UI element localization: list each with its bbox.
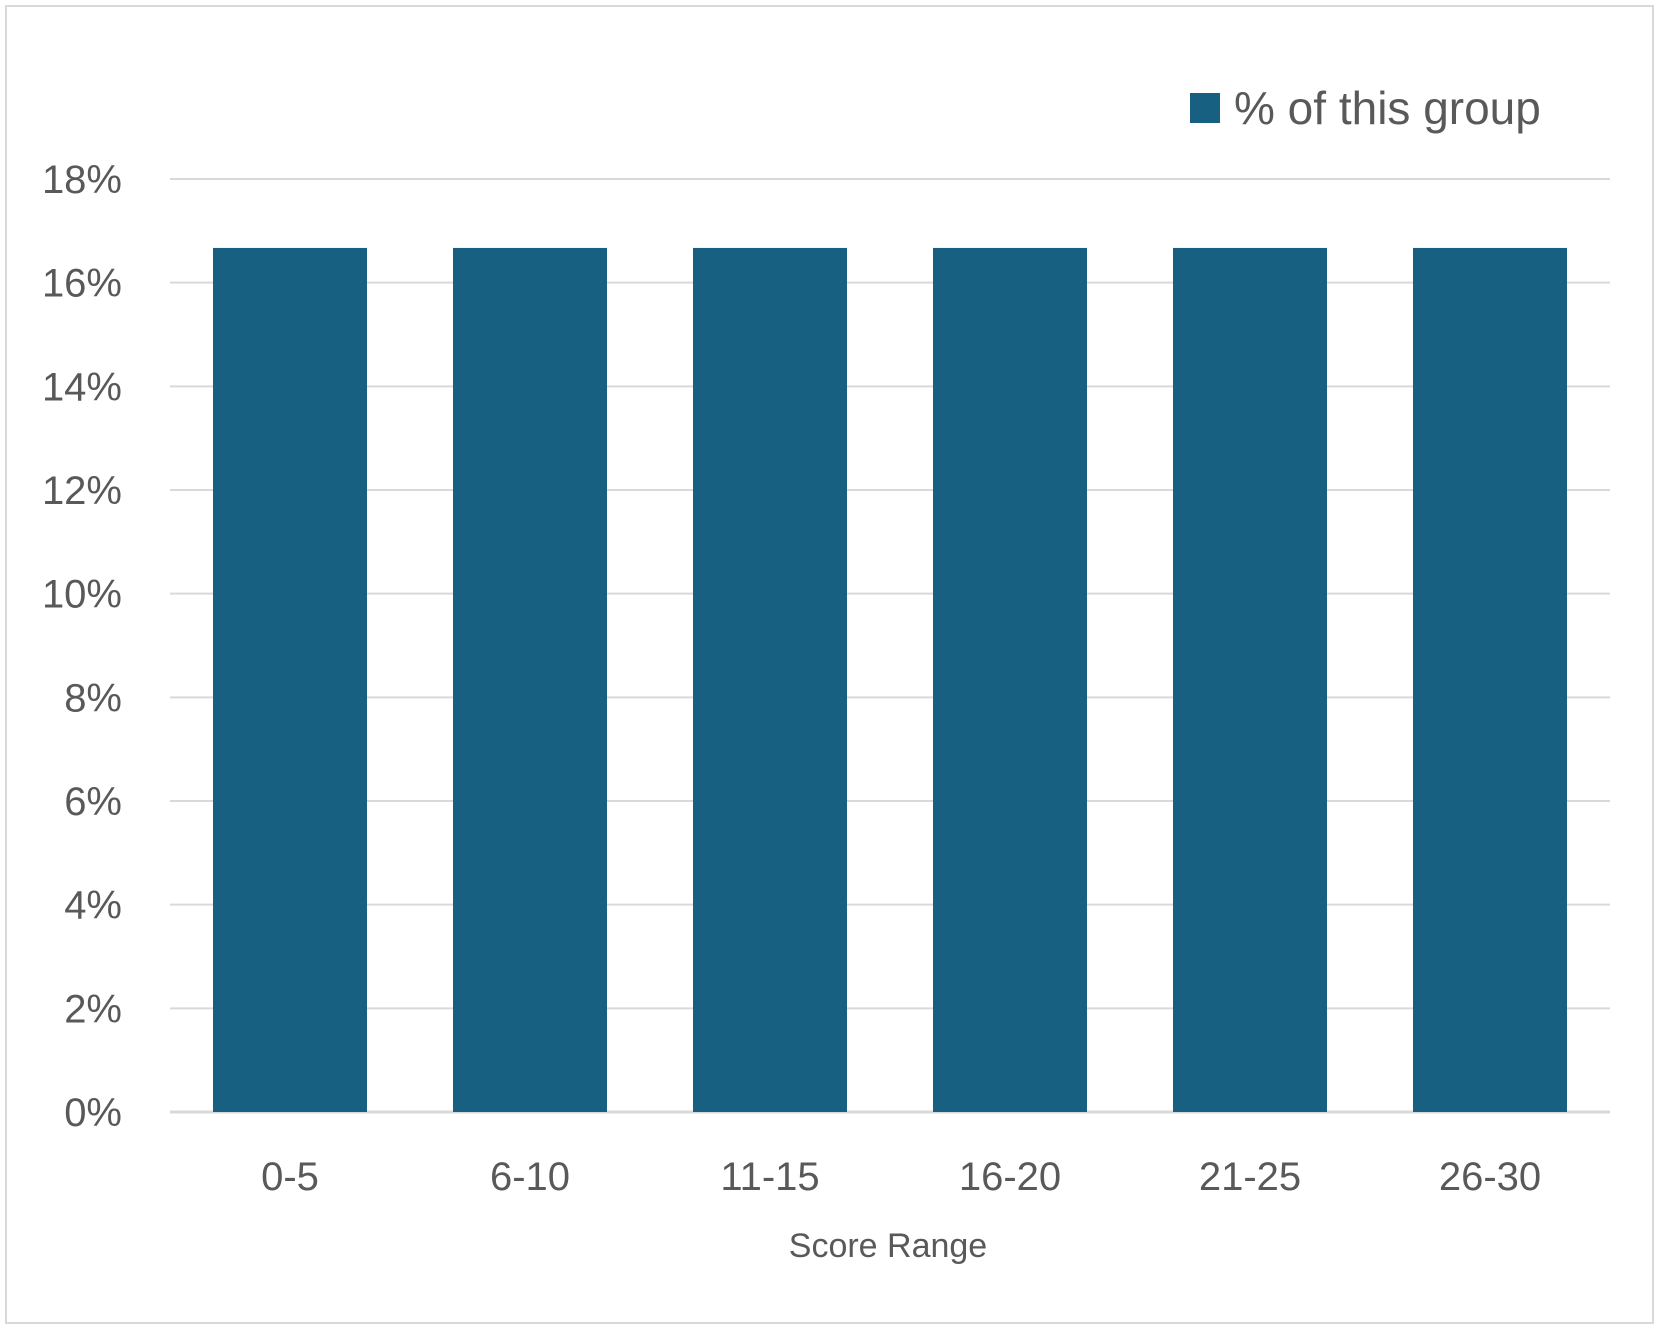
y-tick-label: 0% bbox=[64, 1091, 122, 1135]
y-tick-label: 16% bbox=[42, 262, 122, 306]
bar bbox=[1173, 247, 1327, 1112]
x-axis-title: Score Range bbox=[789, 1227, 987, 1265]
legend-swatch bbox=[1190, 93, 1220, 123]
y-tick-label: 2% bbox=[64, 987, 122, 1031]
y-tick-label: 4% bbox=[64, 884, 122, 928]
bar bbox=[693, 247, 847, 1112]
x-tick-label: 0-5 bbox=[261, 1155, 319, 1199]
y-tick-label: 12% bbox=[42, 469, 122, 513]
gridlines bbox=[170, 178, 1610, 1114]
y-tick-label: 6% bbox=[64, 780, 122, 824]
y-tick-label: 10% bbox=[42, 573, 122, 617]
bar bbox=[1413, 247, 1567, 1112]
bar bbox=[213, 247, 367, 1112]
y-axis-ticks: 0% 2% 4% 6% 8% 10% 12% 14% 16% 18% bbox=[42, 158, 122, 1135]
bar bbox=[933, 247, 1087, 1112]
x-tick-label: 21-25 bbox=[1199, 1155, 1301, 1199]
x-tick-label: 26-30 bbox=[1439, 1155, 1541, 1199]
x-tick-label: 6-10 bbox=[490, 1155, 570, 1199]
y-tick-label: 18% bbox=[42, 158, 122, 202]
bar bbox=[453, 247, 607, 1112]
legend: % of this group bbox=[1190, 82, 1541, 134]
x-tick-label: 16-20 bbox=[959, 1155, 1061, 1199]
x-tick-label: 11-15 bbox=[720, 1155, 819, 1199]
bars bbox=[213, 247, 1567, 1112]
y-tick-label: 8% bbox=[64, 676, 122, 720]
x-axis-ticks: 0-5 6-10 11-15 16-20 21-25 26-30 bbox=[261, 1155, 1541, 1199]
y-tick-label: 14% bbox=[42, 365, 122, 409]
legend-label: % of this group bbox=[1234, 82, 1541, 134]
